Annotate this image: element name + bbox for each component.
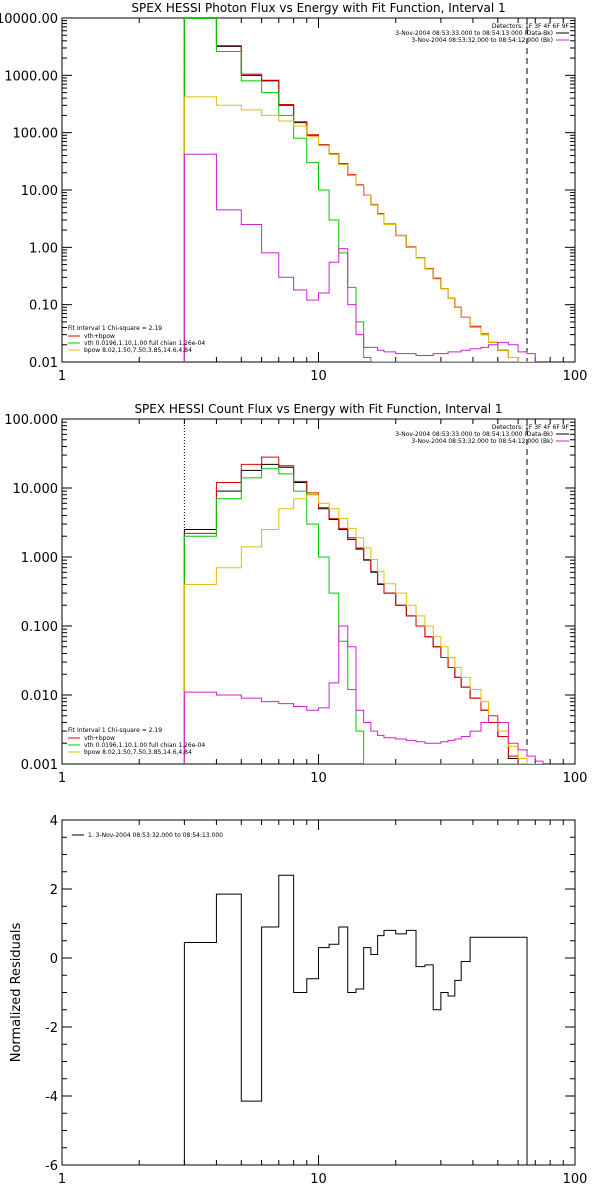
- y-tick-label: 1000.00: [4, 69, 58, 84]
- series-line-0: [183, 18, 536, 362]
- series-line-4: [183, 625, 544, 764]
- y-tick-label: 10.00: [21, 184, 58, 199]
- legend-top-right: Detectors: 1F 3F 4F 6F 9F3-Nov-2004 08:5…: [395, 23, 569, 44]
- series-line-0: [183, 874, 528, 1165]
- legend-detectors: Detectors: 1F 3F 4F 6F 9F: [492, 23, 570, 30]
- x-tick-label: 100: [563, 369, 588, 384]
- y-tick-label: 4: [50, 814, 58, 829]
- chart-panel-3: 1 10 100 -6 -4 -2 0 2 4 Normalized Residuals 1. 3-…: [9, 814, 587, 1187]
- x-tick-label: 10: [310, 369, 327, 384]
- series-line-4: [183, 153, 536, 362]
- y-tick-label: 0.001: [21, 758, 58, 773]
- x-tick-label: 100: [563, 1172, 588, 1187]
- y-tick-label: -2: [45, 1021, 58, 1036]
- legend-entry: vth 0.0196,1.10,1.00 full chian 1.26e-04: [84, 742, 205, 749]
- legend-entry: 3-Nov-2004 08:53:32.000 to 08:54:12.000 …: [411, 37, 553, 44]
- legend-top-left: 1. 3-Nov-2004 08:53:32.000 to 08:54:13.0…: [72, 832, 223, 839]
- legend-header: Fit Interval 1 Chi-square = 2.19: [68, 325, 162, 332]
- y-tick-label: 0.01: [29, 356, 58, 371]
- legend-entry: 1. 3-Nov-2004 08:53:32.000 to 08:54:13.0…: [88, 832, 223, 839]
- x-tick-label: 100: [563, 771, 588, 786]
- x-tick-label: 1: [58, 1172, 66, 1187]
- x-tick-label: 1: [58, 771, 66, 786]
- chart-title: SPEX HESSI Count Flux vs Energy with Fit…: [134, 402, 502, 416]
- y-tick-label: 0.10: [29, 299, 58, 314]
- y-tick-label: 100.000: [4, 413, 58, 428]
- legend-header: Fit Interval 1 Chi-square = 2.19: [68, 727, 162, 734]
- plot-frame: [61, 418, 576, 765]
- series-line-1: [183, 18, 536, 362]
- y-tick-label: 10.000: [13, 482, 59, 497]
- chart-panel-1: SPEX HESSI Photon Flux vs Energy with Fi…: [0, 1, 587, 384]
- legend-entry: 3-Nov-2004 08:53:33.000 to 08:54:13.000 …: [395, 30, 553, 37]
- y-tick-label: 0.010: [21, 689, 58, 704]
- series-line-3: [183, 96, 536, 362]
- x-tick-label: 10: [310, 1172, 327, 1187]
- plot-frame: [61, 819, 576, 1166]
- series-line-2: [183, 468, 543, 764]
- y-tick-label: 1.00: [29, 241, 58, 256]
- series-line-2: [183, 18, 536, 362]
- y-tick-label: 0.100: [21, 620, 58, 635]
- y-tick-label: -6: [45, 1159, 58, 1174]
- y-tick-label: 0: [50, 952, 58, 967]
- chart-panel-2: SPEX HESSI Count Flux vs Energy with Fit…: [4, 402, 587, 786]
- y-tick-label: 2: [50, 883, 58, 898]
- legend-entry: vth+bpow: [84, 735, 115, 742]
- y-tick-label: 10000.00: [0, 12, 58, 27]
- y-tick-label: 1.000: [21, 551, 58, 566]
- legend-entry: vth 0.0196,1.10,1.00 full chian 1.26e-04: [84, 340, 205, 347]
- legend-entry: vth+bpow: [84, 333, 115, 340]
- chart-title: SPEX HESSI Photon Flux vs Energy with Fi…: [131, 1, 505, 15]
- y-tick-label: -4: [45, 1090, 58, 1105]
- legend-top-right: Detectors: 1F 3F 4F 6F 9F3-Nov-2004 08:5…: [395, 424, 569, 445]
- legend-bottom-left: Fit Interval 1 Chi-square = 2.19vth+bpow…: [68, 325, 205, 354]
- legend-detectors: Detectors: 1F 3F 4F 6F 9F: [492, 424, 570, 431]
- y-tick-label: 100.00: [13, 127, 59, 142]
- legend-entry: bpow 8.02,1.50,7.50,3.85,14.6,4.84: [84, 749, 192, 756]
- legend-entry: 3-Nov-2004 08:53:32.000 to 08:54:12.000 …: [411, 438, 553, 445]
- x-tick-label: 10: [310, 771, 327, 786]
- legend-entry: 3-Nov-2004 08:53:33.000 to 08:54:13.000 …: [395, 431, 553, 438]
- x-tick-label: 1: [58, 369, 66, 384]
- legend-entry: bpow 8.02,1.50,7.50,3.85,14.6,4.84: [84, 347, 192, 354]
- legend-bottom-left: Fit Interval 1 Chi-square = 2.19vth+bpow…: [68, 727, 205, 756]
- series-line-3: [183, 494, 543, 764]
- y-axis-label: Normalized Residuals: [9, 923, 24, 1063]
